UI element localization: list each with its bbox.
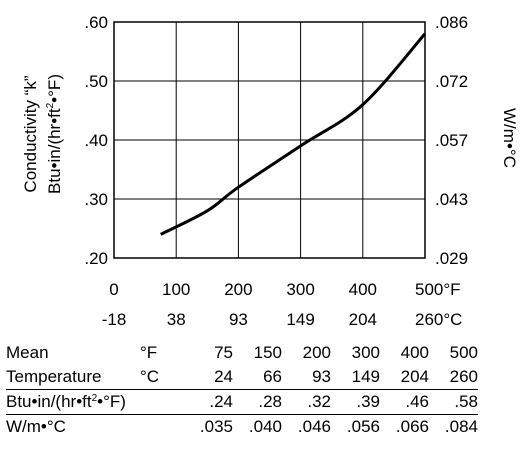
y-tick-label-right: .057 bbox=[435, 131, 468, 150]
table-cell: .084 bbox=[444, 417, 478, 436]
table-cell: 500 bbox=[449, 343, 478, 362]
table-cell: .58 bbox=[429, 389, 478, 415]
table-cell: .066 bbox=[395, 417, 429, 436]
table-cell: .035 bbox=[199, 417, 233, 436]
y-tick-label-right: .029 bbox=[435, 249, 468, 268]
row-label-temperature: Temperature bbox=[6, 365, 140, 390]
y-tick-label-left: .40 bbox=[84, 131, 108, 150]
x-tick-label-fahrenheit: 400 bbox=[349, 280, 377, 299]
x-tick-label-fahrenheit: 500°F bbox=[415, 280, 461, 299]
table-cell: 149 bbox=[331, 365, 380, 390]
chart-grid bbox=[114, 22, 425, 258]
table-row-celsius: Temperature °C 24 66 93 149 204 260 bbox=[6, 365, 478, 390]
x-tick-label-fahrenheit: 100 bbox=[162, 280, 190, 299]
table-cell: 204 bbox=[380, 365, 429, 390]
y-axis-right-ticks: .086 .072 .057 .043 .029 bbox=[435, 13, 468, 268]
table-cell: .24 bbox=[184, 389, 233, 415]
x-tick-label-celsius: 204 bbox=[349, 310, 377, 329]
table-row-si: W/m•°C .035 .040 .046 .056 .066 .084 bbox=[6, 415, 478, 440]
table-cell: 24 bbox=[184, 365, 233, 390]
data-table: Mean °F 75 150 200 300 400 500 Temperatu… bbox=[6, 341, 478, 439]
x-tick-label-fahrenheit: 0 bbox=[109, 280, 118, 299]
conductivity-curve bbox=[160, 32, 427, 236]
y-tick-label-right: .086 bbox=[435, 13, 468, 32]
x-tick-label-celsius: -18 bbox=[102, 310, 127, 329]
y-axis-title-line2: Btu•in/(hr•ft2•°F) bbox=[45, 74, 64, 194]
table-cell: .056 bbox=[346, 417, 380, 436]
table-cell: 75 bbox=[214, 343, 233, 362]
y-tick-label-left: .30 bbox=[84, 190, 108, 209]
x-tick-label-celsius: 38 bbox=[167, 310, 186, 329]
conductivity-chart: .60 .50 .40 .30 .20 .086 .072 .057 .043 .029 0 10… bbox=[21, 13, 519, 329]
table-cell: 300 bbox=[351, 343, 380, 362]
table-cell: .040 bbox=[248, 417, 282, 436]
table-cell: 200 bbox=[302, 343, 331, 362]
y-axis-right-title: W/m•°C bbox=[500, 108, 519, 168]
y-tick-label-left: .50 bbox=[84, 72, 108, 91]
table-cell: 66 bbox=[233, 365, 282, 390]
table-cell: .46 bbox=[380, 389, 429, 415]
unit-celsius: °C bbox=[140, 365, 184, 390]
table-cell: .39 bbox=[331, 389, 380, 415]
y-tick-label-right: .043 bbox=[435, 190, 468, 209]
row-label-mean: Mean bbox=[6, 343, 49, 362]
x-tick-label-fahrenheit: 200 bbox=[224, 280, 252, 299]
unit-fahrenheit: °F bbox=[140, 343, 158, 362]
y-tick-label-right: .072 bbox=[435, 72, 468, 91]
table-cell: .28 bbox=[233, 389, 282, 415]
table-row-btu: Btu•in/(hr•ft2•°F) .24 .28 .32 .39 .46 .… bbox=[6, 389, 478, 415]
row-label-btu: Btu•in/(hr•ft2•°F) bbox=[6, 389, 184, 415]
x-tick-label-fahrenheit: 300 bbox=[286, 280, 314, 299]
x-axis-ticks: 0 100 200 300 400 500°F -18 38 93 149 204 260°C bbox=[102, 280, 463, 329]
table-cell: 150 bbox=[253, 343, 282, 362]
table-cell: .32 bbox=[282, 389, 331, 415]
table-cell: 260 bbox=[429, 365, 478, 390]
y-tick-label-left: .20 bbox=[84, 249, 108, 268]
table-row-fahrenheit: Mean °F 75 150 200 300 400 500 bbox=[6, 341, 478, 365]
y-axis-title-line1: Conductivity “k” bbox=[21, 75, 40, 192]
table-cell: .046 bbox=[297, 417, 331, 436]
x-tick-label-celsius: 260°C bbox=[415, 310, 462, 329]
x-tick-label-celsius: 149 bbox=[286, 310, 314, 329]
row-label-si: W/m•°C bbox=[6, 417, 66, 436]
table-cell: 93 bbox=[282, 365, 331, 390]
plot-frame bbox=[113, 21, 426, 259]
y-tick-label-left: .60 bbox=[84, 13, 108, 32]
x-tick-label-celsius: 93 bbox=[229, 310, 248, 329]
table-cell: 400 bbox=[400, 343, 429, 362]
y-axis-left-ticks: .60 .50 .40 .30 .20 bbox=[84, 13, 108, 268]
